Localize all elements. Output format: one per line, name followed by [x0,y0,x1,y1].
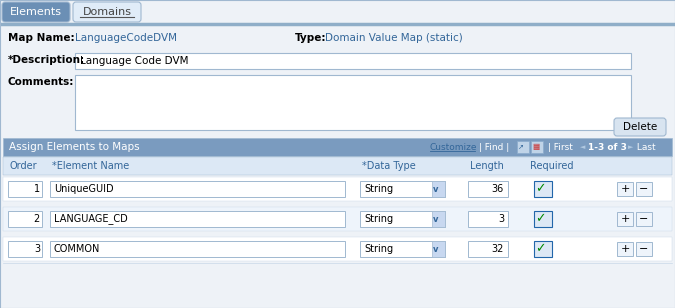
Text: ▦: ▦ [532,143,539,152]
FancyBboxPatch shape [2,2,70,22]
Text: Map Name:: Map Name: [8,33,75,43]
Bar [360,241,445,257]
Bar [360,211,445,227]
Bar [617,212,633,226]
Bar [636,182,652,196]
Text: +: + [620,244,630,254]
Bar [617,242,633,256]
Bar [617,182,633,196]
Bar [360,181,445,197]
Text: Delete: Delete [623,122,657,132]
Text: Length: Length [470,161,504,171]
Text: ✓: ✓ [535,213,545,225]
Text: +: + [620,214,630,224]
Text: *Data Type: *Data Type [362,161,416,171]
Bar [534,181,552,197]
Text: ◄: ◄ [580,144,585,150]
Text: LANGUAGE_CD: LANGUAGE_CD [54,213,128,225]
Text: String: String [364,214,393,224]
Bar [432,211,445,227]
Bar [3,207,672,231]
FancyBboxPatch shape [73,2,141,22]
Text: Language Code DVM: Language Code DVM [80,56,188,66]
Bar [534,241,552,257]
Bar [3,177,672,201]
Text: | First: | First [545,143,573,152]
Bar [3,157,672,175]
Text: ►: ► [628,144,633,150]
Text: 36: 36 [492,184,504,194]
Text: Comments:: Comments: [8,77,74,87]
Text: ↗: ↗ [518,144,524,150]
Text: −: − [639,244,649,254]
Text: Type:: Type: [295,33,327,43]
Text: Assign Elements to Maps: Assign Elements to Maps [9,142,140,152]
Text: LanguageCodeDVM: LanguageCodeDVM [75,33,177,43]
Bar [50,211,345,227]
Bar [468,181,508,197]
Text: Domains: Domains [82,7,132,17]
Text: v: v [433,245,439,253]
Text: 32: 32 [491,244,504,254]
Bar [432,181,445,197]
Text: *Element Name: *Element Name [52,161,129,171]
Bar [468,211,508,227]
Text: Last: Last [634,143,655,152]
Bar [8,241,42,257]
Text: −: − [639,214,649,224]
Bar [75,75,631,130]
Text: v: v [433,214,439,224]
Bar [531,141,543,153]
Bar [468,241,508,257]
Text: 2: 2 [34,214,40,224]
Text: 1: 1 [34,184,40,194]
Bar [50,181,345,197]
Text: Order: Order [10,161,38,171]
Bar [3,237,672,261]
Bar [75,53,631,69]
Bar [534,211,552,227]
Bar [8,211,42,227]
Text: Elements: Elements [10,7,62,17]
Text: String: String [364,244,393,254]
Text: | Find |: | Find | [476,143,509,152]
Text: COMMON: COMMON [54,244,101,254]
Text: ✓: ✓ [535,183,545,196]
Text: 3: 3 [34,244,40,254]
Text: +: + [620,184,630,194]
Bar [636,212,652,226]
Text: *Description:: *Description: [8,55,85,65]
Bar [517,141,529,153]
Text: −: − [639,184,649,194]
FancyBboxPatch shape [614,118,666,136]
Text: Customize: Customize [430,143,477,152]
Text: String: String [364,184,393,194]
Text: ✓: ✓ [535,242,545,256]
Bar [50,241,345,257]
Text: Required: Required [530,161,574,171]
Text: UniqueGUID: UniqueGUID [54,184,113,194]
Bar [3,138,672,156]
Text: 3: 3 [498,214,504,224]
Text: v: v [433,184,439,193]
Bar [432,241,445,257]
Text: 1-3 of 3: 1-3 of 3 [588,143,627,152]
Text: Domain Value Map (static): Domain Value Map (static) [325,33,463,43]
Bar [8,181,42,197]
Bar [636,242,652,256]
